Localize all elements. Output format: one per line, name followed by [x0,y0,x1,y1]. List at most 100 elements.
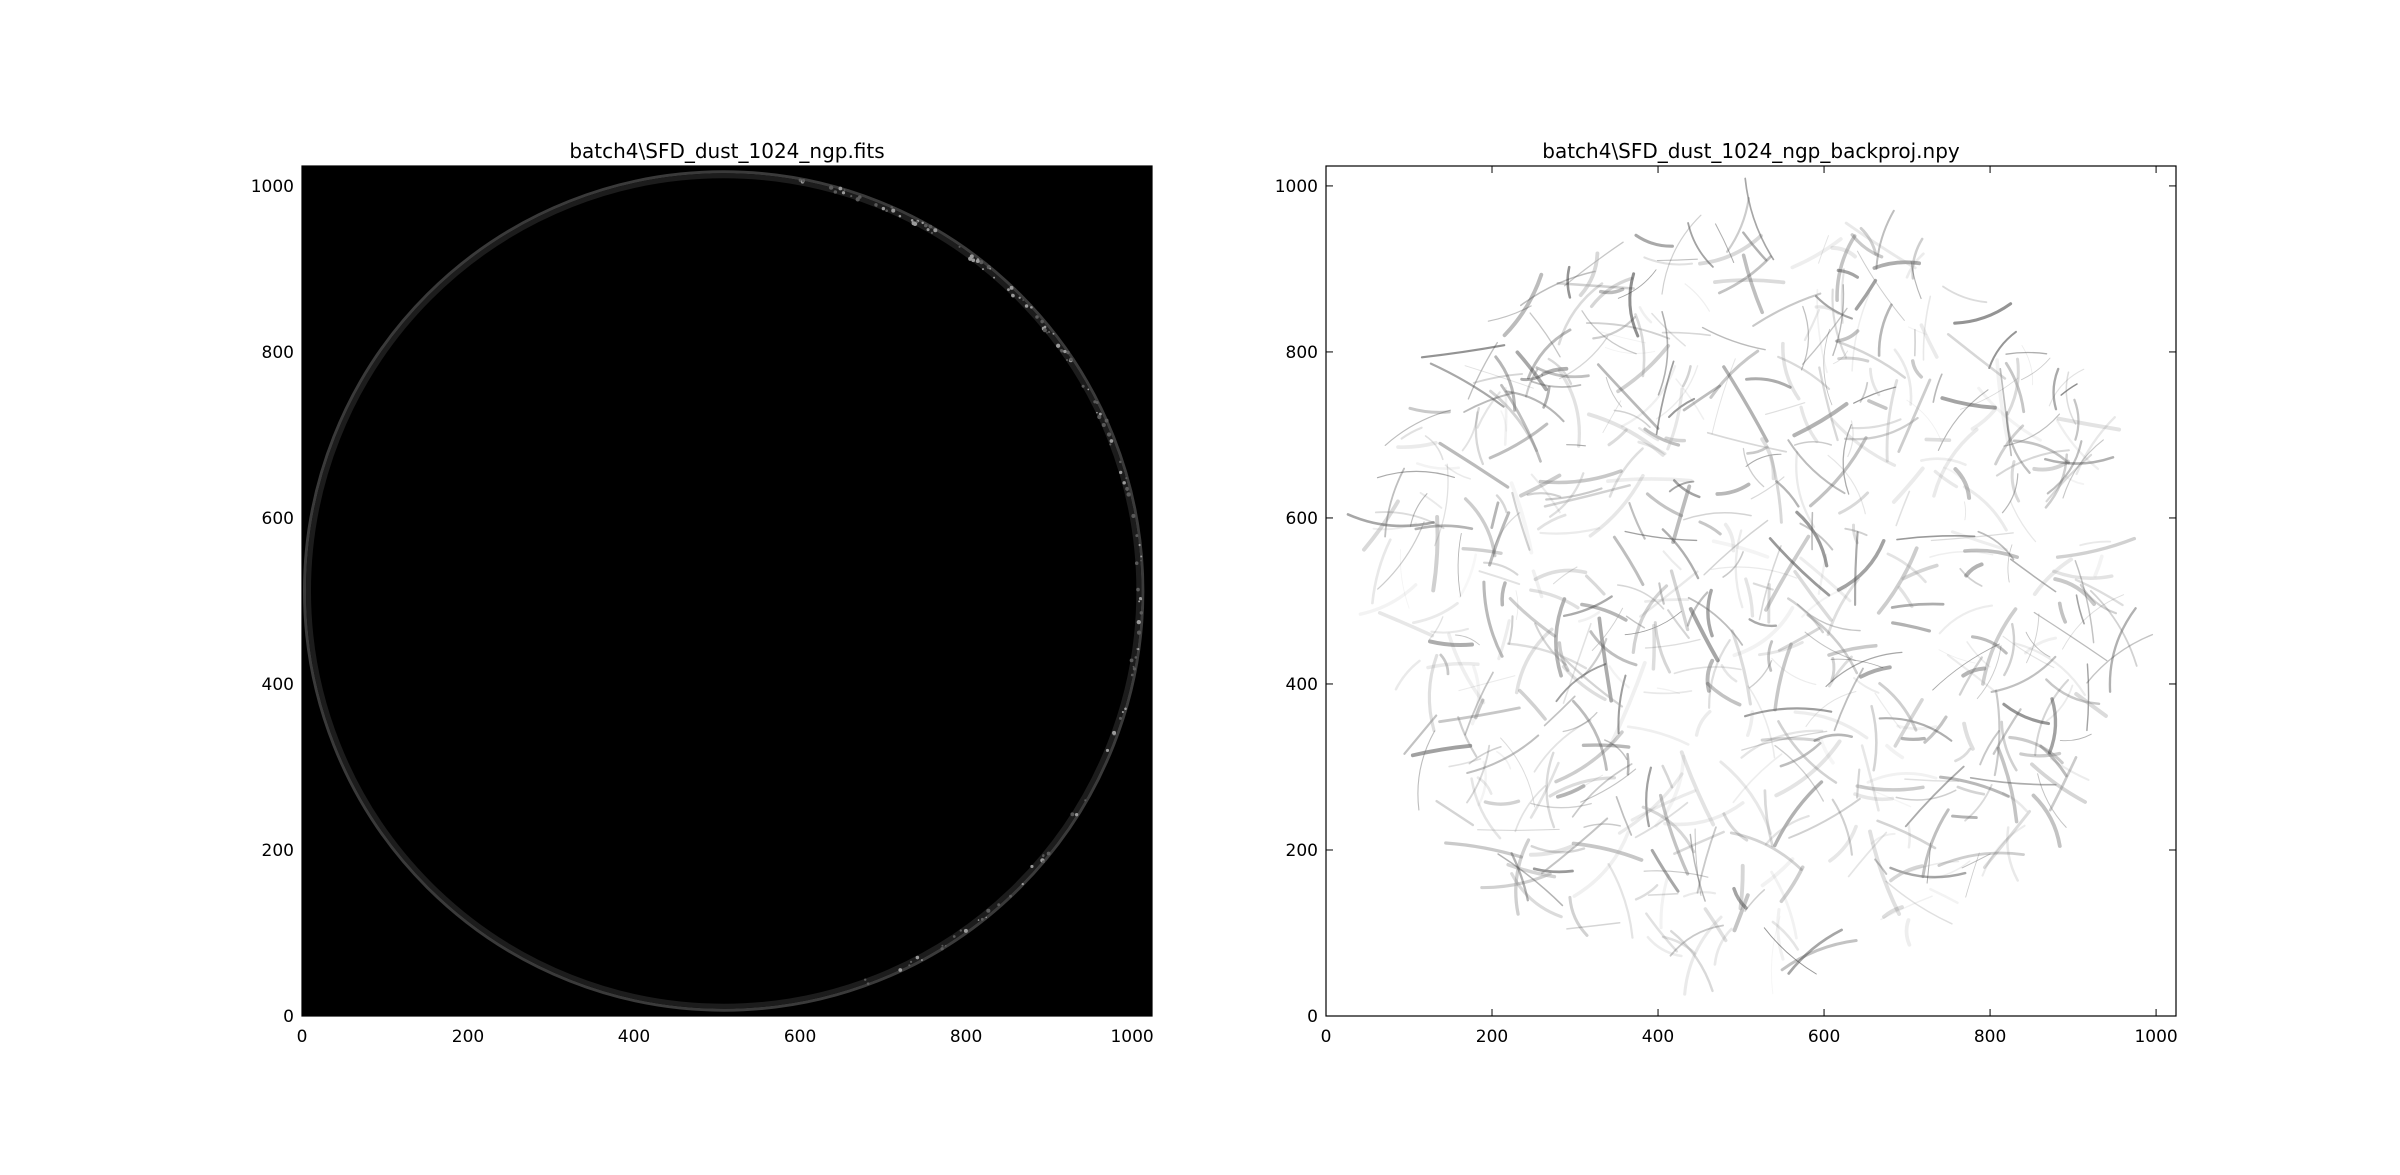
filament-stroke [1487,305,1532,322]
rim-speckle [1138,543,1141,547]
filament-stroke [1825,651,1903,688]
filament-stroke [1661,528,1700,580]
filament-stroke [2044,453,2069,509]
filament-stroke [1667,397,1696,419]
rim-speckle [1095,400,1099,404]
filament-stroke [1483,799,1521,806]
filament-stroke [1606,477,1693,484]
filament-stroke [1847,420,1854,458]
filament-stroke [1715,482,1751,496]
filament-stroke [1895,789,1957,801]
filament-stroke [1520,270,1596,307]
filament-stroke [1833,667,1864,732]
filament-stroke [1770,870,1798,940]
filament-stroke [1683,512,1752,521]
filament-stroke [1571,699,1608,772]
filament-stroke [1583,823,1621,828]
filament-stroke [1732,606,1795,658]
filament-stroke [1500,581,1507,607]
filament-stroke [1670,930,1714,993]
filament-stroke [1795,510,1829,568]
filament-stroke [1730,629,1752,706]
filament-stroke [2086,663,2090,732]
filament-stroke [1639,570,1699,618]
filament-stroke [1995,449,2070,477]
filament-stroke [1604,739,1628,760]
filament-stroke [1669,569,1690,632]
filament-stroke [1844,221,1917,270]
filament-stroke [1747,685,1776,759]
filament-stroke [1711,539,1770,559]
filament-stroke [1490,501,1500,529]
filament-stroke [1615,796,1633,836]
filament-stroke [1496,750,1512,770]
filament-stroke [1545,487,1603,501]
filament-stroke [2073,398,2080,441]
filament-stroke [1581,743,1631,749]
filament-stroke [1933,469,1959,489]
filament-stroke [1792,402,1849,438]
filament-stroke [1346,513,1435,528]
x-tick-label: 400 [618,1027,650,1047]
filament-stroke [1644,638,1701,649]
rim-speckle [1138,597,1143,601]
filament-stroke [1982,809,2032,869]
filament-stroke [1885,379,1899,463]
rim-speckle [1042,328,1047,333]
filament-stroke [1483,561,1519,576]
filament-stroke [1774,739,1842,798]
filament-stroke [1878,717,1953,742]
filament-stroke [1885,743,1905,760]
filament-stroke [1541,366,1569,377]
filament-stroke [1701,326,1766,351]
filament-stroke [1494,355,1517,412]
filament-stroke [1860,744,1880,812]
rim-speckle [843,189,846,191]
filament-stroke [1589,276,1634,309]
filament-stroke [1703,907,1728,943]
filament-stroke [1832,284,1845,357]
filament-stroke [1834,339,1907,379]
filament-stroke [1408,406,1451,414]
filament-stroke [1708,639,1731,709]
filament-stroke [1866,772,1938,784]
filament-stroke [1800,305,1810,371]
rim-speckle [1009,894,1013,898]
filament-stroke [2024,636,2058,655]
panel-left-image [302,170,1145,1012]
filament-stroke [1458,675,1516,692]
rim-speckle [1074,812,1079,817]
filament-stroke [1802,307,1848,365]
rim-speckle [855,197,860,202]
filament-stroke [1726,197,1750,253]
filament-stroke [1853,792,1895,802]
filament-stroke [1893,698,1924,748]
filament-stroke [1669,924,1724,957]
filament-stroke [1994,424,2025,466]
filament-stroke [2006,826,2019,882]
panel-left-title: batch4\SFD_dust_1024_ngp.fits [569,139,884,163]
rim-speckle [1134,561,1139,565]
filament-stroke [1889,864,1924,883]
filament-stroke [1781,341,1801,401]
filament-stroke [1530,844,1586,854]
rim-speckle [850,195,853,198]
filament-stroke [1930,532,2014,542]
panel-right-title: batch4\SFD_dust_1024_ngp_backproj.npy [1542,139,1960,163]
filament-stroke [1867,399,1888,410]
filament-stroke [1661,764,1674,789]
rim-speckle [874,203,878,207]
filament-stroke [1686,591,1709,627]
rim-speckle [828,185,834,190]
rim-speckle [866,982,870,986]
filament-stroke [2055,419,2100,471]
filament-stroke [1831,288,1848,359]
filament-stroke [1763,789,1774,848]
filament-stroke [1919,323,1939,359]
filament-stroke [1659,873,1670,930]
filament-stroke [1775,480,1800,508]
rim-speckle [1134,656,1138,659]
rim-speckle [908,964,911,967]
filament-stroke [1999,368,2013,457]
filament-stroke [1992,708,2022,755]
